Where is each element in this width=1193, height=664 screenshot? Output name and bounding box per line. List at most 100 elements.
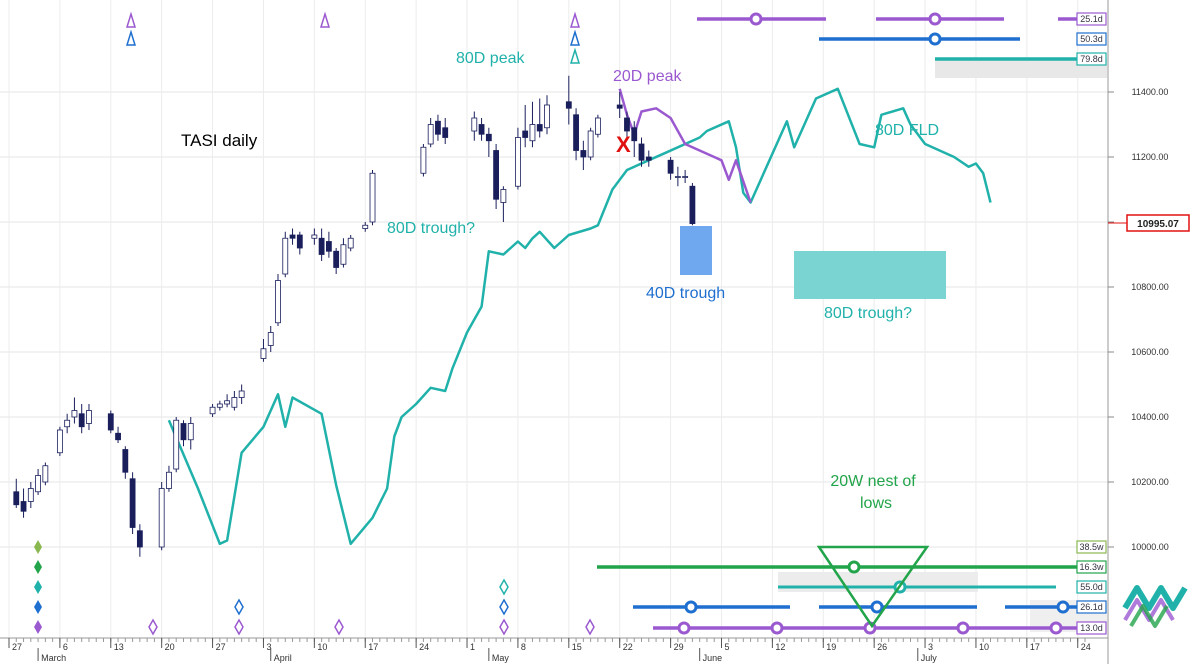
candle [594, 114, 601, 138]
cycle-badge-box [1076, 540, 1107, 554]
candle-body [624, 117, 630, 132]
candle [565, 75, 572, 125]
candle-body [493, 150, 500, 200]
annotation-40d-trough: 40D trough [646, 285, 725, 302]
candle-body [71, 410, 78, 418]
candle-body [238, 390, 245, 398]
candle [333, 248, 340, 274]
candle [64, 413, 71, 434]
candle [420, 144, 427, 177]
candle [580, 140, 587, 170]
x-tick-label: 3 [928, 642, 933, 652]
candle [267, 326, 274, 352]
candle [493, 144, 500, 209]
candle-body [289, 234, 296, 239]
trough-diamond-icon [499, 578, 509, 596]
candle [624, 111, 630, 138]
candle-body [311, 234, 318, 239]
candle [180, 420, 187, 447]
candle-body [56, 429, 63, 454]
cycle-marker-13d-b [770, 621, 784, 635]
month-label: May [492, 653, 510, 663]
cycle-badge-label: 55.0d [1080, 582, 1103, 592]
y-tick-label: 10000.00 [1131, 542, 1169, 552]
candle-body [347, 237, 354, 249]
cycle-badge-box [1076, 32, 1107, 46]
cycle-badge: 38.5w [1076, 540, 1107, 554]
cycle-marker-25d-a [749, 12, 763, 26]
cycle-marker-26d-b [870, 600, 884, 614]
candle [689, 183, 696, 226]
x-tick-label: 12 [775, 642, 785, 652]
candle [136, 524, 143, 557]
x-tick-label: 24 [1081, 642, 1091, 652]
candle-body [13, 491, 20, 506]
last-price-label: 10995.07 [1137, 219, 1179, 230]
candle [71, 397, 78, 424]
candle-body [478, 124, 485, 135]
candle [115, 426, 121, 443]
candle-body [645, 156, 652, 161]
candle-body [216, 403, 223, 408]
candle-body [689, 185, 696, 225]
cycle-marker-25d-b [928, 12, 942, 26]
peak-triangle-icon [125, 29, 137, 46]
candle-body [267, 332, 274, 346]
candle [56, 426, 63, 456]
cycle-badge-label: 38.5w [1079, 542, 1104, 552]
candle [522, 105, 529, 148]
annotation-20w-nest-line2: lows [860, 495, 892, 512]
cycle-marker-13d-e [1049, 621, 1063, 635]
candle [616, 92, 623, 118]
candle-body [78, 413, 85, 428]
logo-icon [1122, 585, 1188, 628]
candle-body [529, 124, 536, 142]
cycle-badges: 25.1d 50.3d 79.8d 38.5w 16.3w 55.0d 26.1d 13.0d [1076, 12, 1107, 635]
candle-body [442, 127, 449, 138]
candle [311, 228, 318, 245]
grid-lines [0, 0, 1108, 638]
candle [536, 98, 543, 138]
x-tick-label: 15 [572, 642, 582, 652]
y-tick-label: 10800.00 [1131, 282, 1169, 292]
candle-body [674, 176, 681, 178]
candle-body [136, 530, 143, 548]
candle-body [224, 400, 231, 405]
annotation-80d-trough-left: 80D trough? [387, 220, 475, 237]
cycle-badge: 79.8d [1076, 52, 1107, 66]
trough-diamond-icon [34, 580, 42, 594]
candle [347, 235, 354, 252]
candle-body [536, 124, 543, 132]
x-tick-label: 10 [979, 642, 989, 652]
candle [587, 127, 594, 161]
candle [667, 157, 674, 180]
last-price-tag: 10995.07 [1108, 214, 1190, 232]
cycle-marker-16w [847, 560, 861, 574]
candle-body [260, 348, 267, 359]
candle [435, 114, 441, 141]
candle [282, 231, 289, 278]
candle-body [369, 172, 376, 223]
x-tick-label: 26 [877, 642, 887, 652]
candle-body [587, 130, 594, 158]
candle [86, 404, 92, 430]
candle-body [485, 133, 492, 142]
candle [369, 170, 376, 226]
cycle-badge: 55.0d [1076, 580, 1107, 594]
trough-diamond-icon [34, 620, 42, 634]
peak-triangle-icon [125, 11, 137, 28]
y-tick-label: 11400.00 [1132, 87, 1169, 97]
candle-body [362, 224, 369, 229]
candle [42, 462, 49, 486]
candle [13, 478, 20, 508]
x-tick-label: 29 [674, 642, 684, 652]
candle [340, 238, 347, 268]
highlight-bands [680, 58, 1107, 632]
cycle-diamond-markers [34, 11, 595, 636]
cycle-badge-label: 25.1d [1080, 14, 1103, 24]
price-candles [13, 75, 696, 557]
candle-body [565, 101, 572, 109]
candle-body [275, 280, 281, 324]
trough-diamond-icon [585, 618, 595, 636]
candle-body [35, 475, 41, 493]
